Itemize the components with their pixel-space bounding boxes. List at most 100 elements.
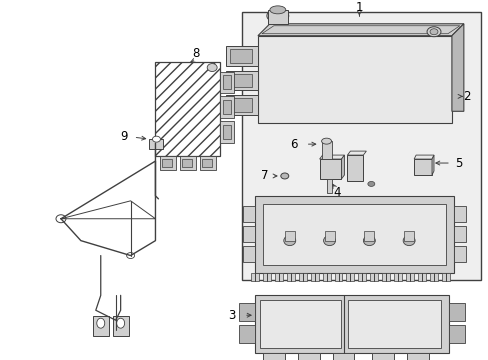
Bar	[334, 274, 342, 282]
Bar	[274, 274, 282, 282]
Bar	[298, 274, 306, 282]
Bar	[260, 300, 341, 348]
Bar	[407, 353, 428, 360]
Polygon shape	[347, 151, 366, 155]
Bar	[347, 155, 363, 181]
Bar	[297, 353, 319, 360]
Ellipse shape	[266, 9, 288, 23]
Bar	[297, 353, 319, 360]
Bar	[162, 159, 172, 167]
Bar	[286, 274, 294, 282]
Bar	[358, 274, 366, 282]
Bar	[220, 121, 234, 143]
Bar	[371, 353, 393, 360]
Bar	[112, 316, 128, 336]
Ellipse shape	[152, 136, 160, 142]
Bar	[267, 10, 287, 24]
Ellipse shape	[126, 253, 134, 258]
Bar	[453, 246, 465, 261]
Bar	[239, 325, 254, 343]
Bar	[180, 156, 196, 170]
Bar	[263, 353, 284, 360]
Bar	[322, 274, 330, 282]
Bar	[202, 159, 212, 167]
Text: 2: 2	[462, 90, 469, 103]
Bar	[220, 96, 234, 118]
Bar	[254, 196, 453, 274]
Text: 5: 5	[454, 157, 462, 170]
Bar	[441, 274, 449, 282]
Text: 8: 8	[192, 47, 200, 60]
Bar	[200, 156, 216, 170]
Bar	[429, 274, 437, 282]
Bar	[417, 274, 425, 282]
Text: 7: 7	[261, 170, 268, 183]
Bar	[225, 95, 257, 115]
Bar	[404, 231, 413, 240]
Text: 4: 4	[333, 186, 341, 199]
Bar	[321, 141, 331, 159]
Polygon shape	[413, 155, 433, 159]
Bar	[346, 274, 354, 282]
Text: 9: 9	[120, 130, 127, 143]
Ellipse shape	[426, 27, 440, 37]
Text: 3: 3	[228, 309, 235, 322]
Bar	[382, 274, 389, 282]
Bar	[406, 274, 413, 282]
Bar	[263, 274, 270, 282]
Bar	[250, 274, 258, 282]
Bar	[413, 159, 431, 175]
Bar	[230, 49, 251, 63]
Bar	[243, 226, 254, 242]
Ellipse shape	[117, 318, 124, 328]
Ellipse shape	[56, 215, 66, 223]
Bar	[257, 36, 451, 123]
Bar	[369, 274, 378, 282]
Ellipse shape	[280, 173, 288, 179]
Ellipse shape	[321, 138, 331, 144]
Ellipse shape	[363, 236, 375, 246]
Bar	[263, 204, 445, 265]
Bar	[230, 73, 251, 87]
Ellipse shape	[323, 236, 335, 246]
Ellipse shape	[283, 236, 295, 246]
Polygon shape	[319, 155, 344, 159]
Bar	[263, 353, 284, 360]
Bar	[319, 159, 341, 179]
Bar	[332, 353, 354, 360]
Text: 6: 6	[289, 138, 297, 150]
Bar	[453, 226, 465, 242]
Polygon shape	[257, 24, 463, 36]
Bar	[254, 295, 448, 353]
Text: 1: 1	[355, 1, 363, 14]
Bar	[223, 125, 231, 139]
Bar	[448, 325, 464, 343]
Bar	[239, 303, 254, 321]
Bar	[182, 159, 192, 167]
Bar	[393, 274, 401, 282]
Ellipse shape	[97, 318, 104, 328]
Bar	[243, 246, 254, 261]
Polygon shape	[451, 24, 463, 111]
Bar	[326, 179, 331, 193]
Bar	[407, 353, 428, 360]
Bar	[371, 353, 393, 360]
Bar	[223, 100, 231, 114]
Bar	[347, 300, 440, 348]
Bar	[230, 98, 251, 112]
Polygon shape	[431, 155, 433, 175]
Bar	[225, 46, 257, 66]
Bar	[223, 76, 231, 89]
Bar	[364, 231, 373, 240]
Polygon shape	[341, 155, 344, 179]
Bar	[453, 206, 465, 222]
Ellipse shape	[367, 181, 374, 186]
Bar	[225, 71, 257, 90]
Bar	[310, 274, 318, 282]
Ellipse shape	[429, 29, 437, 35]
Bar	[93, 316, 108, 336]
Bar	[324, 231, 334, 240]
Bar	[448, 303, 464, 321]
Ellipse shape	[207, 64, 217, 72]
Ellipse shape	[402, 236, 414, 246]
